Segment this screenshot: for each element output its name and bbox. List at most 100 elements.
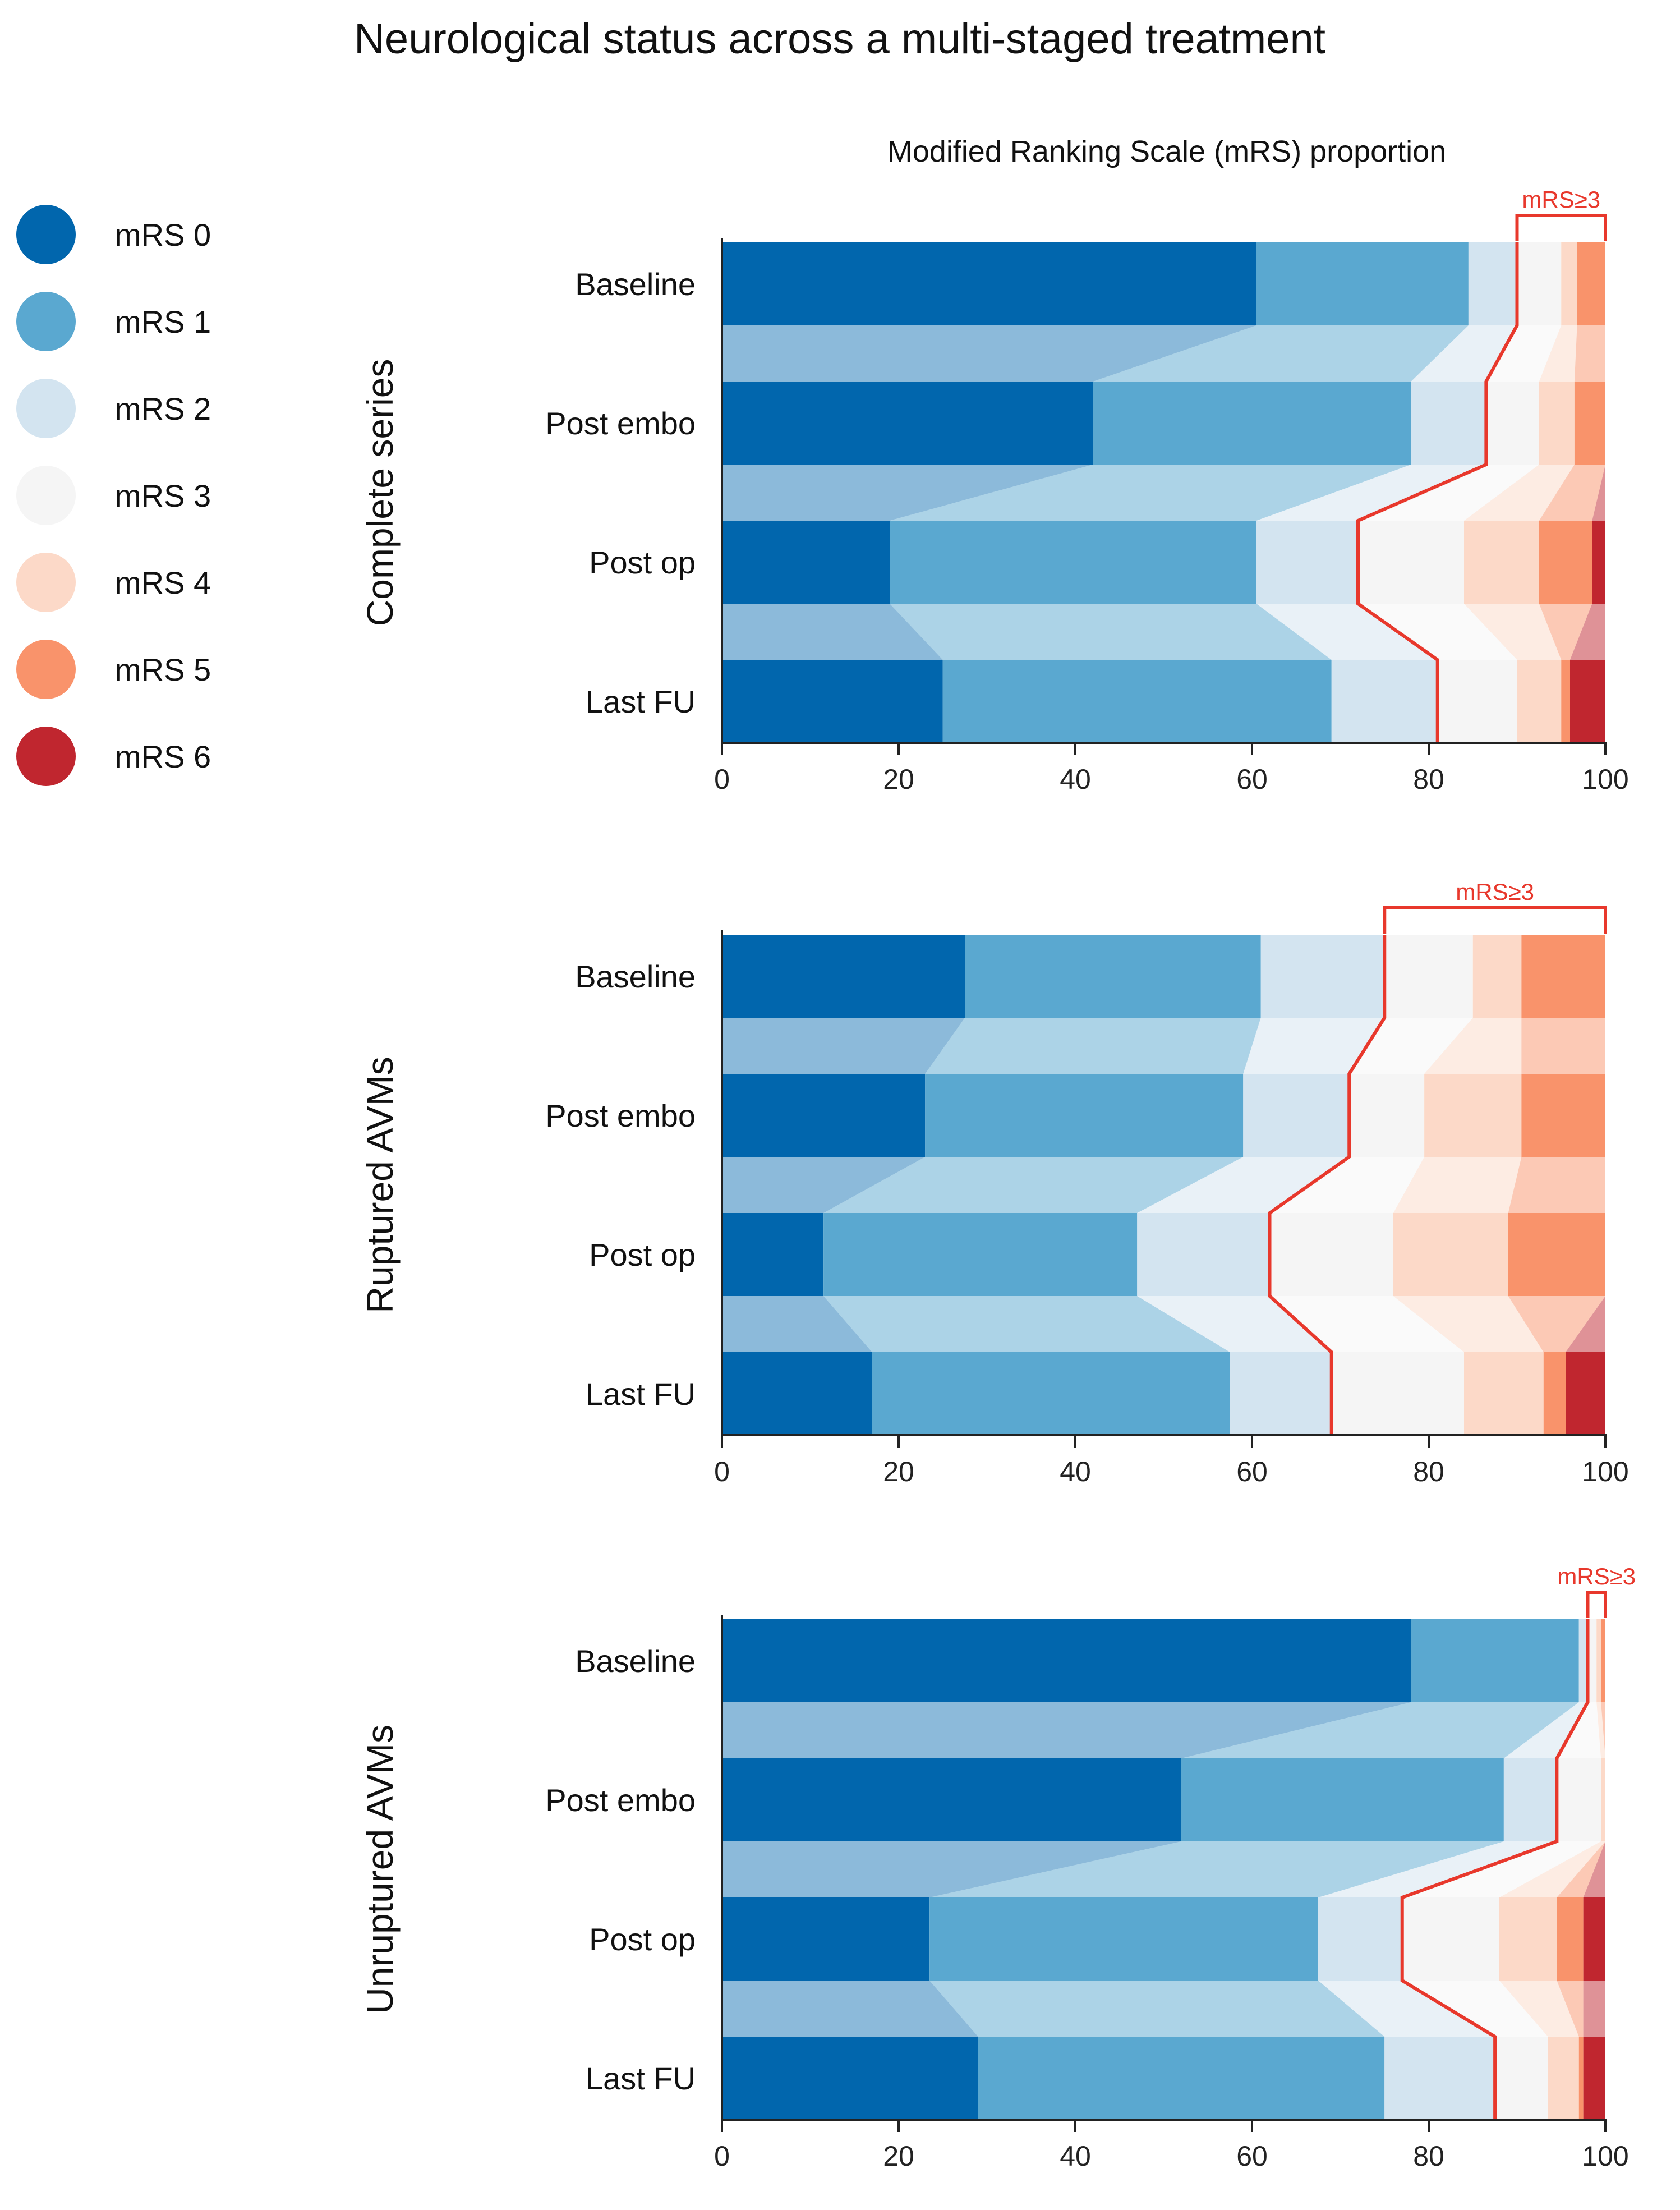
bar-segment (1181, 1758, 1504, 1841)
bar-segment (1243, 1074, 1350, 1157)
transition-band (1256, 465, 1486, 521)
transition-band (1269, 1157, 1425, 1213)
bar-segment (823, 1213, 1138, 1296)
bar-segment (1561, 660, 1570, 743)
category-label: Baseline (575, 267, 696, 302)
legend-swatch (16, 379, 76, 438)
x-tick-label: 100 (1582, 1456, 1628, 1487)
bar-segment (1384, 935, 1473, 1018)
bar-segment (1566, 1352, 1605, 1435)
x-tick-label: 20 (883, 1456, 914, 1487)
transition-band (722, 325, 1256, 382)
bar-segment (1548, 2037, 1579, 2120)
threshold-label: mRS≥3 (1456, 879, 1534, 905)
legend-item: mRS 3 (16, 466, 211, 525)
figure-subtitle: Modified Ranking Scale (mRS) proportion (887, 135, 1446, 168)
bar-segment (1578, 2037, 1584, 2120)
transition-band (1349, 1018, 1473, 1074)
x-tick-label: 0 (714, 764, 730, 795)
group-label: Complete series (359, 359, 401, 627)
transition-band (1464, 604, 1562, 660)
category-label: Post op (589, 1922, 696, 1957)
legend-swatch (16, 553, 76, 612)
figure-title: Neurological status across a multi-stage… (354, 15, 1325, 63)
transition-band (929, 1981, 1385, 2037)
bar-segment (1578, 1619, 1588, 1702)
bar-segment (1349, 1074, 1425, 1157)
transition-band (1243, 1018, 1385, 1074)
bar-segment (1577, 242, 1605, 325)
bar-segment (1499, 1897, 1557, 1981)
legend-label: mRS 2 (115, 391, 211, 426)
bar-segment (722, 935, 965, 1018)
bar-segment (1437, 660, 1517, 743)
transition-band (1508, 1157, 1605, 1213)
x-tick-label: 80 (1413, 2140, 1444, 2172)
x-tick-label: 60 (1236, 1456, 1268, 1487)
bar-segment (722, 1897, 930, 1981)
bar-segment (1384, 2037, 1495, 2120)
transition-band (1499, 1841, 1605, 1897)
x-tick-label: 60 (1236, 2140, 1268, 2172)
legend-swatch (16, 640, 76, 699)
transition-band (1539, 604, 1592, 660)
bar-segment (872, 1352, 1230, 1435)
x-tick-label: 60 (1236, 764, 1268, 795)
bar-segment (1137, 1213, 1270, 1296)
transition-band (1318, 1981, 1495, 2037)
legend-item: mRS 1 (16, 292, 211, 351)
transition-band (1486, 325, 1562, 382)
transition-band (722, 1841, 1181, 1897)
transition-band (1574, 325, 1605, 382)
bar-segment (1508, 1213, 1605, 1296)
transition-band (1137, 1157, 1350, 1213)
threshold-bracket (1586, 1591, 1607, 1618)
legend-item: mRS 2 (16, 379, 211, 438)
transition-band (722, 604, 943, 660)
bar-segment (1486, 382, 1539, 465)
bar-segment (1468, 242, 1517, 325)
legend-swatch (16, 466, 76, 525)
group-label: Unruptured AVMs (359, 1725, 401, 2014)
legend-label: mRS 4 (115, 565, 211, 600)
bar-segment (722, 660, 943, 743)
transition-band (929, 1841, 1504, 1897)
bar-segment (1601, 1758, 1605, 1841)
bar-segment (1402, 1897, 1499, 1981)
transition-band (1557, 1841, 1605, 1897)
x-tick-label: 100 (1582, 764, 1628, 795)
bar-segment (1411, 382, 1486, 465)
transition-band (722, 1157, 926, 1213)
legend-swatch (16, 727, 76, 786)
threshold-line (1356, 242, 1519, 743)
transition-band (1570, 604, 1605, 660)
bar-segment (1601, 1619, 1605, 1702)
category-label: Last FU (586, 684, 696, 719)
bar-segment (1256, 521, 1358, 604)
bar-segment (722, 1352, 872, 1435)
transition-band (1358, 465, 1539, 521)
transition-band (1601, 1702, 1605, 1758)
bar-segment (1521, 1074, 1605, 1157)
legend-item: mRS 4 (16, 553, 211, 612)
bar-segment (890, 521, 1256, 604)
transition-band (1393, 1157, 1522, 1213)
legend-item: mRS 6 (16, 727, 211, 786)
transition-band (1424, 1018, 1522, 1074)
bar-segment (1269, 1213, 1393, 1296)
x-tick-label: 0 (714, 1456, 730, 1487)
legend-label: mRS 0 (115, 217, 211, 252)
bar-segment (1517, 660, 1562, 743)
bar-segment (1570, 660, 1605, 743)
transition-band (1393, 1296, 1544, 1352)
legend-label: mRS 1 (115, 304, 211, 339)
transition-band (1583, 1841, 1605, 1897)
x-tick-label: 20 (883, 2140, 914, 2172)
bar-segment (1583, 2037, 1605, 2120)
bar-segment (1318, 1897, 1402, 1981)
transition-band (1583, 1981, 1605, 2037)
bar-segment (1574, 382, 1605, 465)
category-label: Last FU (586, 2061, 696, 2096)
bar-segment (1260, 935, 1385, 1018)
